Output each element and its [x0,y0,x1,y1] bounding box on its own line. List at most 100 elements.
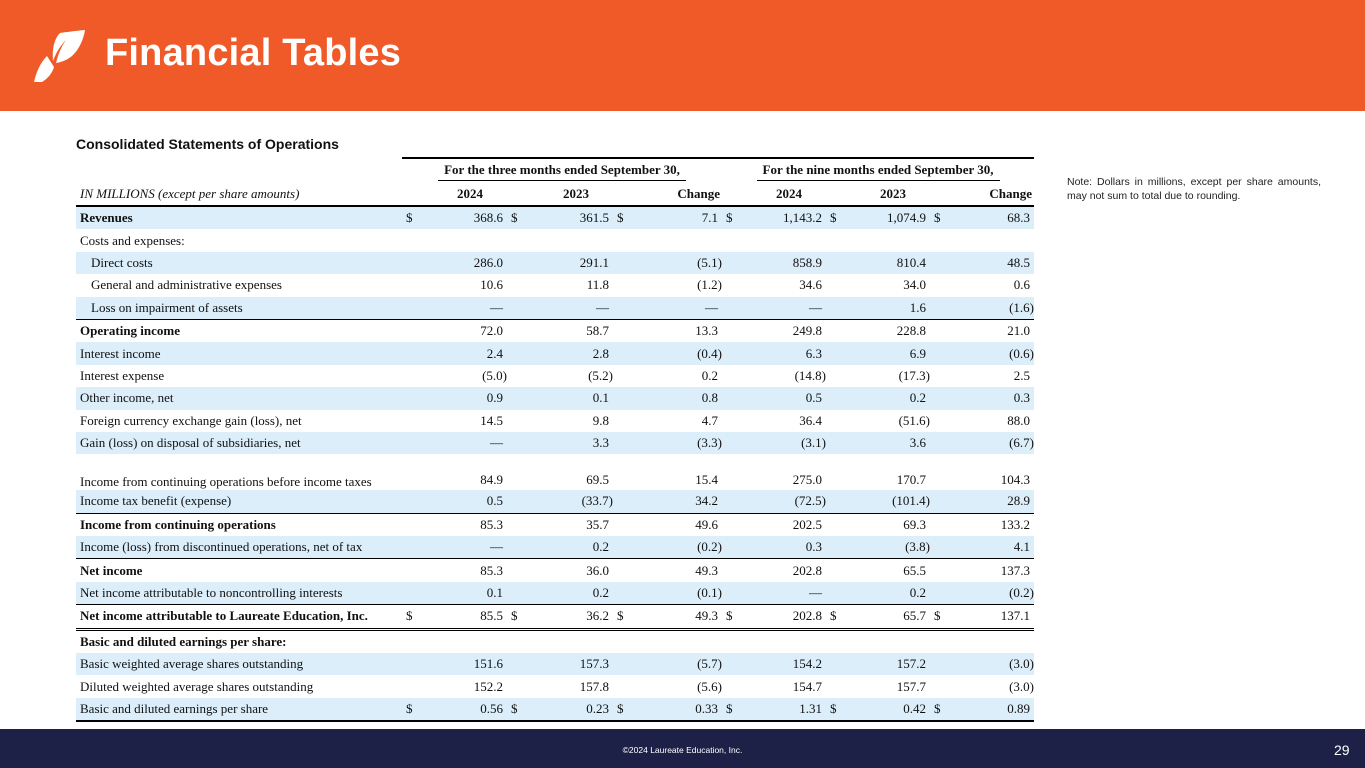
label-column-header: IN MILLIONS (except per share amounts) [76,183,402,207]
table-cell: 36.0 [507,558,613,582]
table-cell: 2.4 [402,342,507,365]
row-label: Operating income [76,318,402,343]
row-label: Basic and diluted earnings per share [76,697,402,723]
cell-value: 0.2 [909,390,927,406]
cell-value: 58.7 [586,323,609,339]
table-cell: $202.8 [722,604,827,631]
table-cell: 49.6 [613,512,723,537]
cell-value: 152.2 [473,678,503,694]
row-label: Net income attributable to Laureate Educ… [76,604,402,631]
table-cell: $1,074.9 [826,206,931,230]
row-label: Income from continuing operations [76,512,402,537]
cell-value: — [809,585,823,601]
cell-value: 157.8 [579,678,609,694]
table-row: Basic weighted average shares outstandin… [76,653,1035,676]
table-cell: 6.9 [826,342,931,365]
cell-value: 1.6 [909,299,927,315]
cell-value: 0.33 [695,701,719,716]
cell-value: 0.23 [586,701,609,716]
cell-value: 49.3 [695,608,719,624]
table-cell: 0.5 [722,387,827,410]
table-cell: (5.6) [613,675,722,697]
column-header-row: IN MILLIONS (except per share amounts) 20… [76,183,1035,207]
cell-value: 13.3 [695,323,719,339]
table-cell: (72.5) [722,490,827,514]
table-cell: (5.2) [507,365,613,387]
cell-value: 7.1 [701,210,719,226]
table-cell: (51.6) [826,410,930,432]
table-row: Net income attributable to Laureate Educ… [76,604,1035,631]
table-cell: $361.5 [507,206,613,230]
cell-value: 72.0 [480,323,503,339]
table-cell: — [613,296,723,320]
cell-value: 0.42 [903,701,927,716]
group-header-row: For the three months ended September 30,… [76,157,1035,183]
dollar-sign: $ [617,608,624,624]
table-cell: $0.56 [402,697,507,723]
table-cell: 49.3 [613,558,723,582]
table-cell: 35.7 [507,512,613,537]
table-cell: $7.1 [613,206,723,230]
row-label: Income from continuing operations before… [80,474,372,490]
table-cell: 104.3 [930,454,1034,490]
cell-value: 154.7 [792,678,823,694]
cell-value: (5.7) [697,656,723,672]
cell-value: 0.5 [805,390,823,406]
cell-value: 9.8 [592,412,609,428]
table-cell: 0.3 [722,536,827,559]
table-cell: 202.8 [722,558,827,582]
table-cell [613,629,722,653]
table-cell: 170.7 [826,454,930,490]
table-cell: (3.0) [930,653,1035,676]
cell-value: 85.3 [480,562,503,578]
table-cell: 6.3 [722,342,827,365]
financial-table: For the three months ended September 30,… [76,157,1035,723]
cell-value: 0.56 [480,701,503,716]
cell-value: (0.2) [1009,585,1035,601]
row-label: Basic and diluted earnings per share: [80,633,287,649]
dollar-sign: $ [511,210,518,226]
table-cell [826,629,930,653]
table-cell: (1.6) [930,296,1035,320]
cell-value: (0.1) [697,585,723,601]
table-cell: (5.0) [402,365,507,387]
table-cell: $137.1 [930,604,1035,631]
table-cell [930,629,1034,653]
table-cell: 2.5 [930,365,1034,387]
cell-value: 137.3 [1000,562,1031,578]
table-cell: 151.6 [402,653,507,676]
table-cell: 286.0 [402,251,507,275]
table-row: Income from continuing operations before… [76,454,1034,490]
table-cell: 10.6 [402,274,507,296]
cell-value: 0.9 [486,390,503,406]
table-cell: 13.3 [613,318,723,343]
table-row: Diluted weighted average shares outstand… [76,675,1034,697]
table-row: Foreign currency exchange gain (loss), n… [76,410,1034,432]
table-cell: 3.6 [826,431,931,455]
table-cell: (3.8) [826,536,931,559]
row-label: Revenues [76,206,402,230]
cell-value: (5.1) [697,254,723,270]
cell-value: 286.0 [473,254,503,270]
cell-value: 85.3 [480,516,503,532]
dollar-sign: $ [830,701,837,716]
table-cell: (3.1) [722,431,827,455]
cell-value: 858.9 [792,254,823,270]
cell-value: 202.8 [792,562,823,578]
table-cell: (5.1) [613,251,723,275]
table-cell: 4.7 [613,410,722,432]
table-row: Interest income 2.4 2.8 (0.4) 6.3 6.9 (0.6) [76,342,1035,365]
table-row: Gain (loss) on disposal of subsidiaries,… [76,431,1035,455]
row-label: Other income, net [76,387,402,410]
table-cell: 0.3 [930,387,1035,410]
dollar-sign: $ [511,701,518,716]
table-row: Costs and expenses: [76,229,1034,251]
cell-value: 1.31 [799,701,823,716]
cell-value: 0.2 [701,367,719,383]
table-cell: 14.5 [402,410,507,432]
cell-value: 68.3 [1007,210,1031,226]
table-cell: 65.5 [826,558,931,582]
table-cell: (5.7) [613,653,723,676]
table-cell: (33.7) [507,490,613,514]
table-cell: $0.89 [930,697,1035,723]
